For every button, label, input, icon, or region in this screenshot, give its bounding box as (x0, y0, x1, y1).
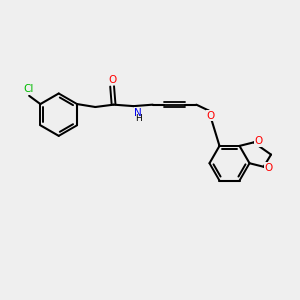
Text: O: O (254, 136, 263, 146)
Text: O: O (109, 75, 117, 85)
Text: O: O (206, 111, 214, 121)
Text: Cl: Cl (23, 84, 34, 94)
Text: O: O (265, 163, 273, 173)
Text: N: N (134, 108, 142, 118)
Text: H: H (135, 114, 142, 123)
